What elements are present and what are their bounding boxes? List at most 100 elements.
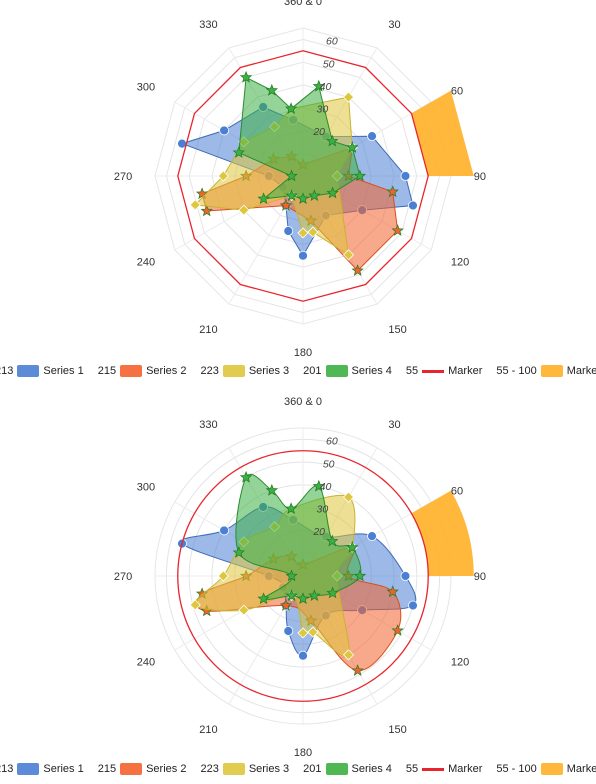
point-marker-star bbox=[239, 70, 253, 83]
point-marker-star bbox=[326, 586, 339, 599]
legend-label: Series 3 bbox=[248, 763, 290, 775]
angle-tick-label: 330 bbox=[199, 19, 217, 31]
point-marker-star bbox=[326, 186, 339, 199]
legend-item[interactable]: 223 Series 3 bbox=[200, 763, 289, 775]
angle-tick-label: 300 bbox=[137, 82, 155, 94]
legend-swatch bbox=[17, 763, 40, 775]
angle-tick-label: 30 bbox=[388, 19, 400, 31]
angle-tick-label: 120 bbox=[451, 656, 469, 668]
legend-value: 201 bbox=[303, 763, 322, 775]
point-marker-star bbox=[312, 479, 325, 492]
point-marker-diamond bbox=[342, 491, 355, 503]
point-marker-star bbox=[346, 541, 359, 553]
legend-item[interactable]: 201 Series 4 bbox=[303, 365, 392, 377]
legend-value: 213 bbox=[0, 365, 14, 377]
legend-item[interactable]: 213 Series 1 bbox=[0, 763, 84, 775]
angle-tick-label: 360 & 0 bbox=[284, 0, 322, 8]
legend-value: 223 bbox=[200, 763, 219, 775]
legend-value: 215 bbox=[97, 763, 117, 775]
angle-tick-label: 180 bbox=[294, 747, 312, 759]
legend-label: Marker bbox=[448, 763, 483, 775]
radial-tick-label: 50 bbox=[323, 458, 335, 470]
legend-item[interactable]: 213 Series 1 bbox=[0, 365, 84, 377]
legend-swatch bbox=[540, 763, 563, 775]
point-marker-circle bbox=[219, 525, 230, 536]
legend-item[interactable]: 55 Marker bbox=[406, 365, 482, 377]
point-marker-star bbox=[285, 569, 298, 582]
point-marker-star bbox=[285, 589, 298, 601]
legend-swatch bbox=[325, 365, 348, 377]
point-marker-diamond bbox=[189, 599, 201, 611]
legend-swatch bbox=[222, 365, 245, 377]
radial-tick-label: 40 bbox=[320, 81, 332, 93]
point-marker-star bbox=[308, 189, 321, 201]
angle-tick-label: 180 bbox=[294, 347, 312, 359]
legend-label: Marker bbox=[566, 763, 596, 775]
point-marker-star bbox=[279, 199, 293, 211]
point-marker-diamond bbox=[217, 570, 229, 582]
point-marker-diamond bbox=[217, 170, 229, 182]
legend-item[interactable]: 55 - 100 Marker bbox=[496, 763, 596, 775]
point-marker-star bbox=[200, 204, 213, 217]
point-marker-star bbox=[285, 169, 298, 182]
legend-value: 55 - 100 bbox=[496, 763, 537, 775]
legend-label: Series 2 bbox=[146, 763, 187, 775]
radial-tick-label: 60 bbox=[326, 436, 338, 448]
legend-swatch bbox=[222, 763, 245, 775]
legend-item[interactable]: 55 Marker bbox=[406, 763, 482, 775]
legend-item[interactable]: 215 Series 2 bbox=[97, 763, 187, 775]
legend-label: Series 2 bbox=[146, 365, 187, 377]
point-marker-star bbox=[265, 483, 279, 496]
legend-value: 223 bbox=[200, 365, 219, 377]
point-marker-star bbox=[353, 169, 367, 182]
point-marker-diamond bbox=[307, 626, 319, 638]
angle-tick-label: 300 bbox=[137, 482, 155, 494]
legend-item[interactable]: 55 - 100 Marker bbox=[496, 365, 596, 377]
marker-band bbox=[411, 90, 474, 176]
point-marker-circle bbox=[283, 626, 294, 636]
point-marker-star bbox=[265, 83, 279, 96]
legend-label: Series 1 bbox=[43, 763, 84, 775]
angle-tick-label: 240 bbox=[137, 656, 155, 668]
point-marker-star bbox=[351, 264, 364, 276]
radial-tick-label: 40 bbox=[320, 481, 332, 493]
series-4 bbox=[232, 70, 367, 204]
legend-swatch bbox=[422, 767, 445, 771]
legend-swatch bbox=[120, 365, 143, 377]
marker-ring bbox=[177, 50, 429, 302]
point-marker-diamond bbox=[238, 204, 250, 216]
point-marker-diamond bbox=[238, 604, 250, 616]
legend-swatch bbox=[17, 365, 40, 377]
radial-tick-label: 30 bbox=[317, 103, 329, 115]
point-marker-star bbox=[195, 187, 209, 199]
polar-chart-bottom: 20 30 40 50 60 360 & 0 30 60 90 120 150 180 210 240 27… bbox=[114, 396, 486, 759]
legend-value: 55 bbox=[405, 763, 419, 775]
radial-tick-label: 30 bbox=[317, 503, 329, 515]
point-marker-star bbox=[326, 534, 339, 547]
legend-value: 215 bbox=[97, 365, 117, 377]
legend-label: Marker bbox=[448, 365, 483, 377]
legend-item[interactable]: 215 Series 2 bbox=[97, 365, 187, 377]
point-marker-circle bbox=[400, 571, 411, 581]
angle-tick-label: 360 & 0 bbox=[284, 396, 322, 408]
legend-item[interactable]: 201 Series 4 bbox=[303, 763, 392, 775]
angle-tick-label: 120 bbox=[451, 256, 469, 268]
legend-value: 201 bbox=[303, 365, 322, 377]
point-marker-circle bbox=[298, 250, 308, 261]
point-marker-diamond bbox=[342, 91, 355, 103]
point-marker-diamond bbox=[342, 249, 355, 261]
legend-value: 55 bbox=[405, 365, 419, 377]
point-marker-star bbox=[353, 569, 367, 582]
marker-ring bbox=[177, 450, 429, 702]
legend-label: Series 1 bbox=[43, 365, 84, 377]
legend-label: Marker bbox=[566, 365, 596, 377]
point-marker-diamond bbox=[297, 227, 309, 239]
legend-item[interactable]: 223 Series 3 bbox=[200, 365, 289, 377]
radial-tick-label: 20 bbox=[312, 126, 325, 138]
point-marker-circle bbox=[283, 226, 294, 236]
legend-top: 213 Series 1 215 Series 2 223 Series 3 201 Seri… bbox=[0, 360, 596, 382]
point-marker-diamond bbox=[189, 199, 201, 211]
point-marker-star bbox=[232, 546, 245, 558]
point-marker-circle bbox=[408, 600, 418, 611]
